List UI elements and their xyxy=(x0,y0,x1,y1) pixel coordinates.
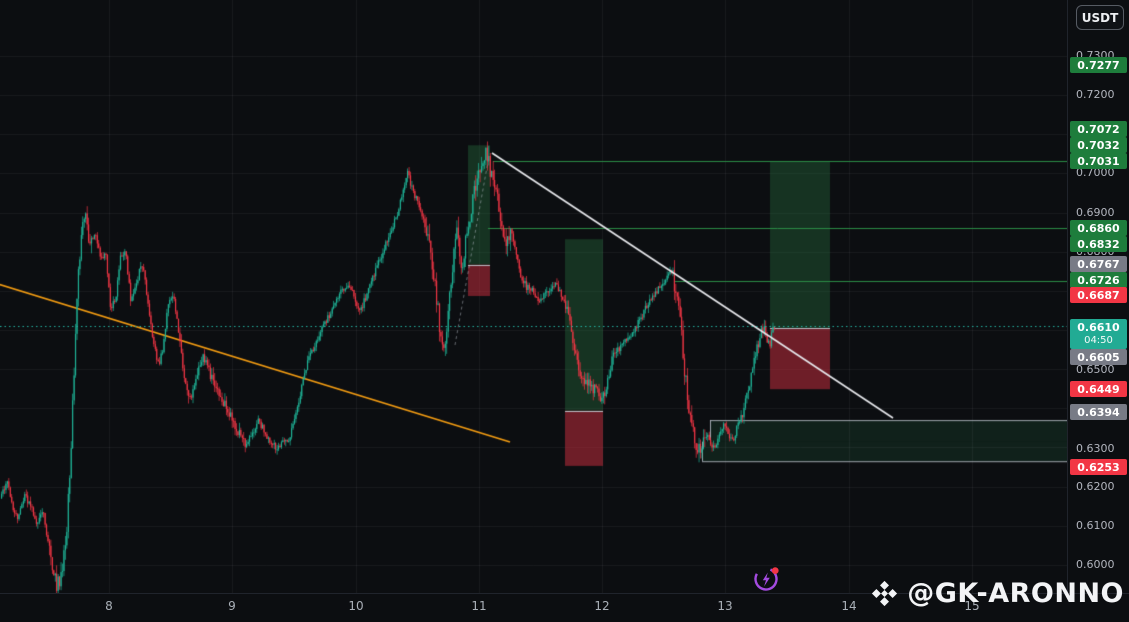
lightning-circle-icon xyxy=(749,567,783,599)
price-level-badge: 0.6860 xyxy=(1070,220,1127,236)
price-tick-label: 0.6300 xyxy=(1076,442,1115,455)
price-level-badge: 0.7072 xyxy=(1070,121,1127,137)
price-tick-label: 0.7000 xyxy=(1076,166,1115,179)
price-tick-label: 0.7200 xyxy=(1076,88,1115,101)
price-axis[interactable]: 0.73000.72000.70000.69000.68000.65000.63… xyxy=(1067,0,1129,593)
time-axis-label: 9 xyxy=(228,599,236,613)
price-level-badge: 0.7277 xyxy=(1070,57,1127,73)
price-tick-label: 0.6500 xyxy=(1076,363,1115,376)
price-level-badge: 0.6605 xyxy=(1070,349,1127,365)
watermark-text: @GK-ARONNO xyxy=(907,578,1124,609)
price-level-badge: 0.6726 xyxy=(1070,272,1127,288)
price-tick-label: 0.6100 xyxy=(1076,519,1115,532)
price-level-badge: 0.6253 xyxy=(1070,459,1127,475)
chart-canvas[interactable] xyxy=(0,0,1067,593)
price-level-badge: 0.6832 xyxy=(1070,236,1127,252)
time-axis[interactable]: 8 9 10 11 12 13 14 15 xyxy=(0,593,1129,622)
time-axis-label: 8 xyxy=(105,599,113,613)
time-axis-label: 11 xyxy=(471,599,487,613)
price-level-badge: 0.6687 xyxy=(1070,287,1127,303)
alert-button[interactable] xyxy=(749,561,783,595)
time-axis-label: 15 xyxy=(964,599,980,613)
price-level-badge: 0.6767 xyxy=(1070,256,1127,272)
watermark: @GK-ARONNO xyxy=(871,578,1124,609)
binance-diamond-icon xyxy=(871,580,898,607)
price-tick-label: 0.6900 xyxy=(1076,206,1115,219)
price-level-badge: 0.6394 xyxy=(1070,404,1127,420)
price-tick-label: 0.6000 xyxy=(1076,558,1115,571)
price-tick-label: 0.6200 xyxy=(1076,480,1115,493)
price-level-badge: 0.7031 xyxy=(1070,153,1127,169)
current-price-badge: 0.6610 04:50 xyxy=(1070,319,1127,349)
time-axis-label: 14 xyxy=(841,599,857,613)
time-axis-label: 12 xyxy=(594,599,610,613)
price-level-badge: 0.6449 xyxy=(1070,381,1127,397)
time-axis-label: 13 xyxy=(717,599,733,613)
bar-countdown: 04:50 xyxy=(1084,334,1113,346)
price-level-badge: 0.7032 xyxy=(1070,137,1127,153)
symbol-currency-button[interactable]: USDT xyxy=(1076,5,1124,30)
time-axis-label: 10 xyxy=(348,599,364,613)
